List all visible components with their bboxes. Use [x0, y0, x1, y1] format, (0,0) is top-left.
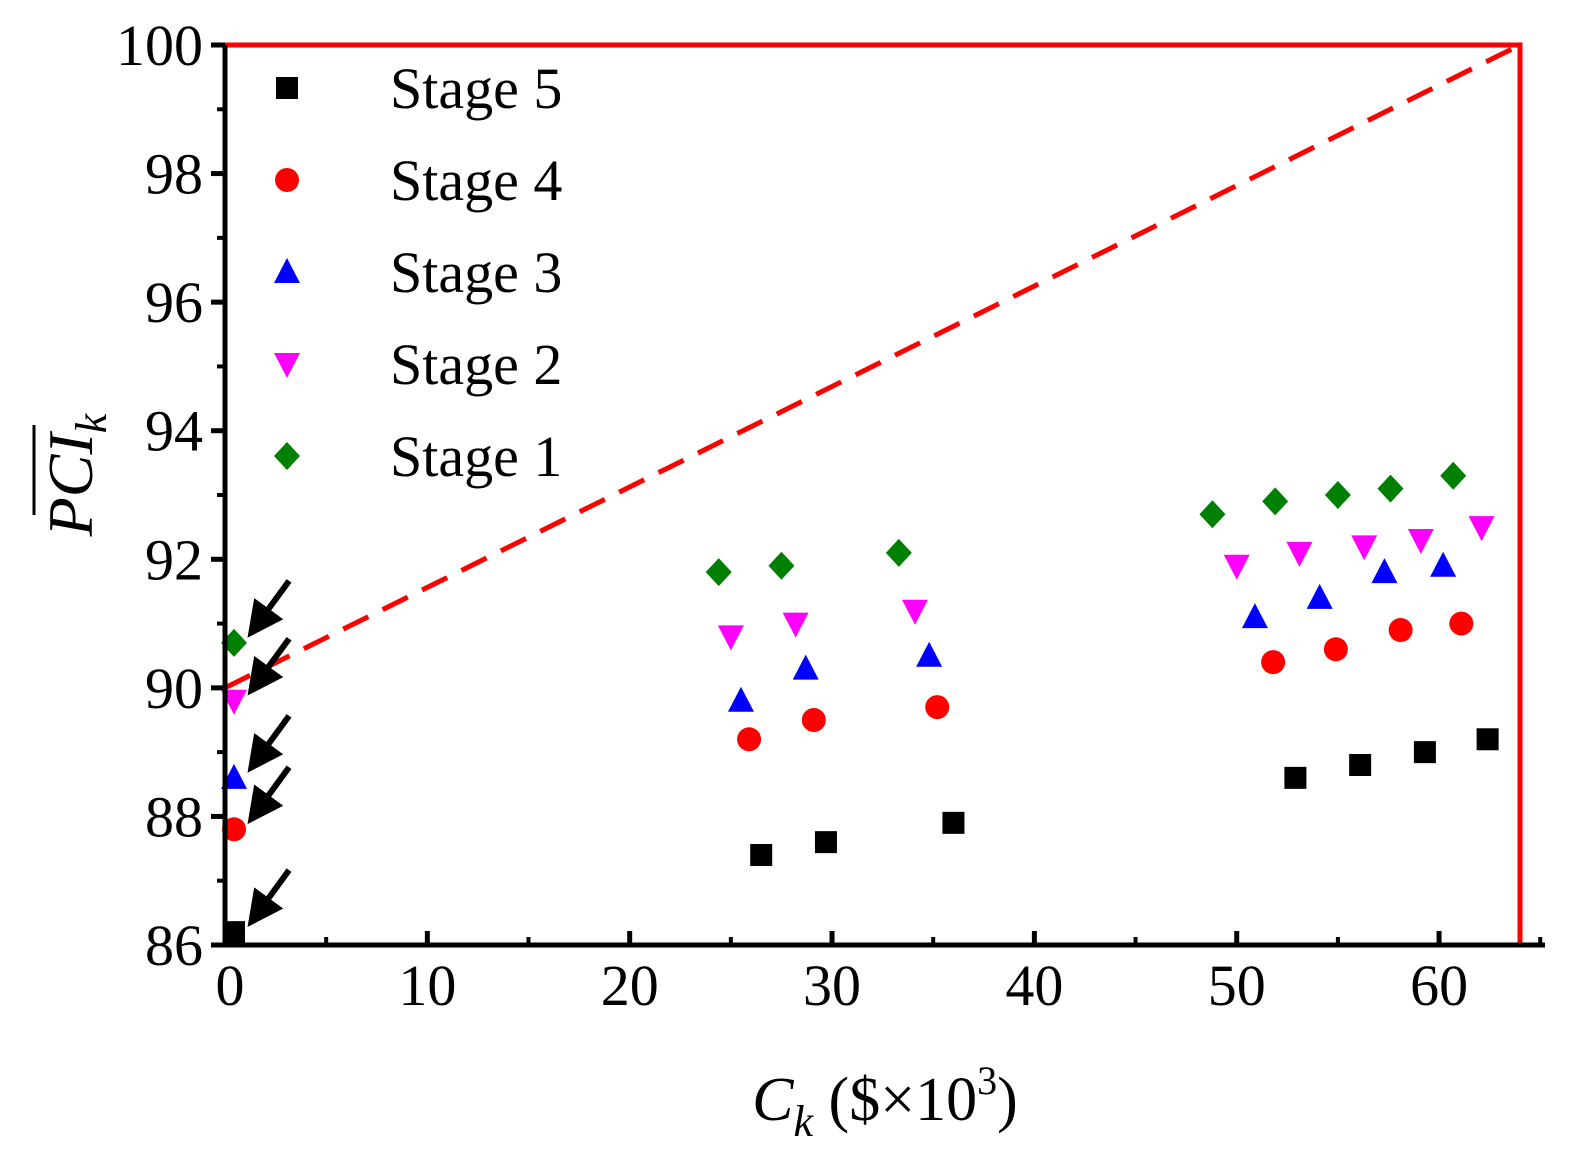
y-tick-label: 94	[145, 399, 203, 464]
y-tick-label: 96	[145, 270, 203, 335]
axes: 86 88 90 92 94 96 98 100 0 10 20 30 40 50 60	[116, 13, 1545, 1018]
data-point	[1407, 529, 1434, 554]
x-tick-label: 60	[1410, 953, 1468, 1018]
legend-marker	[276, 77, 298, 99]
series-stage-4	[222, 611, 1474, 842]
x-axis-title-rest: ($×10	[813, 1066, 977, 1134]
data-point	[1262, 487, 1289, 516]
data-point	[782, 612, 809, 638]
data-point	[1449, 611, 1474, 636]
series-stage-2	[221, 516, 1495, 715]
x-axis-title-sup: 3	[977, 1058, 997, 1103]
data-point	[925, 695, 950, 720]
data-point	[717, 625, 744, 651]
data-point	[801, 708, 826, 732]
y-tick-label: 92	[145, 527, 203, 592]
y-tick-label: 86	[145, 913, 203, 978]
data-point	[705, 558, 732, 587]
x-tick-label: 0	[216, 953, 245, 1018]
x-axis-title-sub: k	[794, 1097, 815, 1146]
data-point	[1284, 766, 1307, 789]
data-point	[727, 686, 754, 712]
plot-area	[221, 42, 1523, 945]
svg-text:PCIk: PCIk	[35, 412, 116, 537]
data-point	[885, 538, 912, 567]
data-point	[1440, 461, 1467, 490]
data-point	[1241, 603, 1268, 629]
arrow-annotation-stage-1	[247, 579, 292, 638]
arrow-annotation-stage-5	[247, 868, 292, 927]
data-point	[1468, 516, 1495, 542]
legend-marker	[275, 168, 299, 192]
y-tick-label: 90	[145, 656, 203, 721]
legend-label: Stage 3	[390, 240, 562, 305]
data-point	[750, 844, 773, 866]
legend-marker	[274, 353, 300, 378]
x-axis-title-main: C	[752, 1066, 794, 1134]
data-point	[1323, 637, 1348, 662]
legend-label: Stage 2	[390, 332, 562, 397]
data-point	[942, 811, 965, 834]
data-point	[768, 551, 795, 580]
x-axis-title: Ck ($×103)	[752, 1058, 1018, 1146]
arrow-annotation-stage-2	[247, 636, 292, 696]
data-point	[1324, 481, 1351, 509]
x-tick-label: 40	[1005, 953, 1063, 1018]
data-point	[814, 831, 837, 854]
data-point	[1388, 618, 1413, 642]
x-tick-label: 10	[398, 953, 456, 1018]
series-stage-1	[221, 461, 1467, 657]
y-tick-label: 98	[145, 142, 203, 207]
arrow-annotation-stage-3	[247, 714, 292, 773]
data-point	[916, 641, 943, 667]
data-point	[1476, 728, 1499, 751]
x-tick-label: 30	[803, 953, 861, 1018]
legend-label: Stage 1	[390, 424, 562, 489]
y-axis-title-sub: k	[67, 412, 116, 433]
y-axis-title: PCIk	[32, 412, 116, 537]
data-point	[222, 817, 246, 842]
data-point	[1371, 558, 1398, 584]
legend-item-stage-3: Stage 3	[274, 240, 562, 305]
y-axis-title-main: PCI	[35, 431, 106, 538]
data-point	[1377, 474, 1404, 503]
arrow-annotation-stage-4	[247, 765, 292, 825]
x-axis-title-close: )	[997, 1066, 1018, 1134]
x-tick-label: 20	[601, 953, 659, 1018]
legend: Stage 5 Stage 4 Stage 3 Stage 2 Stage 1	[274, 56, 562, 489]
legend-item-stage-4: Stage 4	[275, 148, 562, 213]
legend-marker	[274, 442, 300, 470]
data-point	[901, 599, 928, 625]
legend-item-stage-2: Stage 2	[274, 332, 562, 397]
legend-label: Stage 5	[390, 56, 562, 121]
legend-label: Stage 4	[390, 148, 562, 213]
x-tick-label: 50	[1208, 953, 1266, 1018]
reference-dashed-line	[223, 42, 1522, 691]
data-point	[1286, 541, 1313, 567]
data-point	[1199, 500, 1226, 529]
data-point	[1223, 554, 1250, 580]
data-point	[792, 654, 819, 680]
data-point	[1351, 535, 1378, 561]
y-tick-label: 88	[145, 784, 203, 849]
series-stage-5	[223, 728, 1499, 944]
legend-marker	[274, 258, 300, 283]
data-point	[1430, 551, 1457, 577]
legend-item-stage-1: Stage 1	[274, 424, 562, 489]
data-point	[1349, 754, 1372, 776]
data-point	[223, 921, 245, 944]
legend-item-stage-5: Stage 5	[276, 56, 562, 121]
data-point	[737, 727, 762, 752]
data-point	[1413, 741, 1436, 764]
data-point	[1261, 650, 1286, 675]
y-tick-label: 100	[116, 13, 203, 78]
data-point	[1306, 583, 1333, 609]
